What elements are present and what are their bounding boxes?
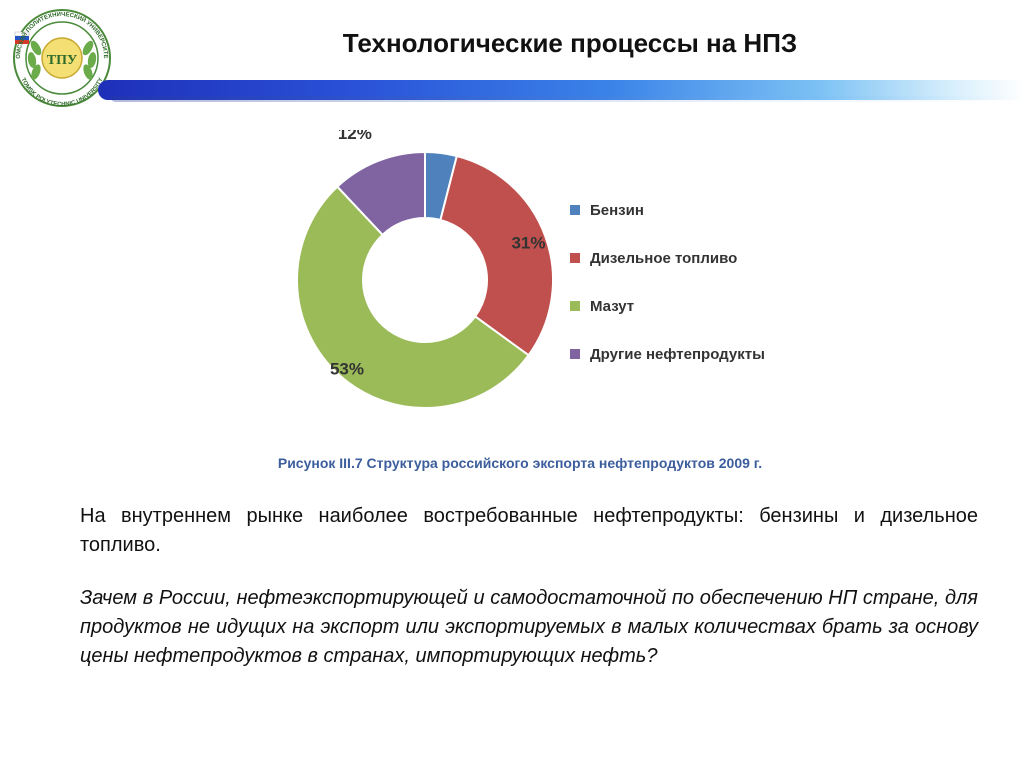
university-logo: ТПУ ТОМСКИЙ ПОЛИТЕХНИЧЕСКИЙ УНИВЕРСИТЕТ … <box>6 4 111 108</box>
legend-swatch-other <box>570 349 580 359</box>
slice-diesel <box>439 154 554 357</box>
legend-label-benzin: Бензин <box>590 202 644 219</box>
chart-data-labels: 4% 31% 53% 12% <box>330 130 546 379</box>
chart-slices <box>296 150 554 409</box>
legend-swatch-mazut <box>570 301 580 311</box>
header-bar <box>98 80 1024 100</box>
donut-chart: 4% 31% 53% 12% Бензин Дизельное топливо Мазут… <box>296 130 765 409</box>
legend-swatch-benzin <box>570 205 580 215</box>
legend-swatch-diesel <box>570 253 580 263</box>
slice-mazut <box>296 185 530 409</box>
slide-title: Технологические процессы на НПЗ <box>342 28 798 58</box>
slice-other <box>335 150 426 237</box>
legend-label-mazut: Мазут <box>590 298 634 315</box>
logo-monogram: ТПУ <box>47 53 78 68</box>
legend-label-diesel: Дизельное топливо <box>590 250 737 267</box>
legend-label-other: Другие нефтепродукты <box>590 346 765 363</box>
laurel-wreath-icon <box>27 40 97 80</box>
data-label-mazut: 53% <box>330 360 364 379</box>
data-label-diesel: 31% <box>511 234 545 253</box>
chart-caption: Рисунок III.7 Структура российского эксп… <box>277 455 763 471</box>
paragraph-main-text: На внутреннем рынке наиболее востребован… <box>80 505 978 556</box>
header-bar-shadow <box>110 96 1024 102</box>
data-label-benzin: 4% <box>439 130 464 131</box>
paragraph-question: Зачем в России, нефтеэкспортирующей и са… <box>80 587 978 667</box>
russian-flag-icon <box>14 31 30 44</box>
chart-legend: Бензин Дизельное топливо Мазут Другие нефте… <box>570 202 765 363</box>
data-label-other: 12% <box>338 130 372 143</box>
